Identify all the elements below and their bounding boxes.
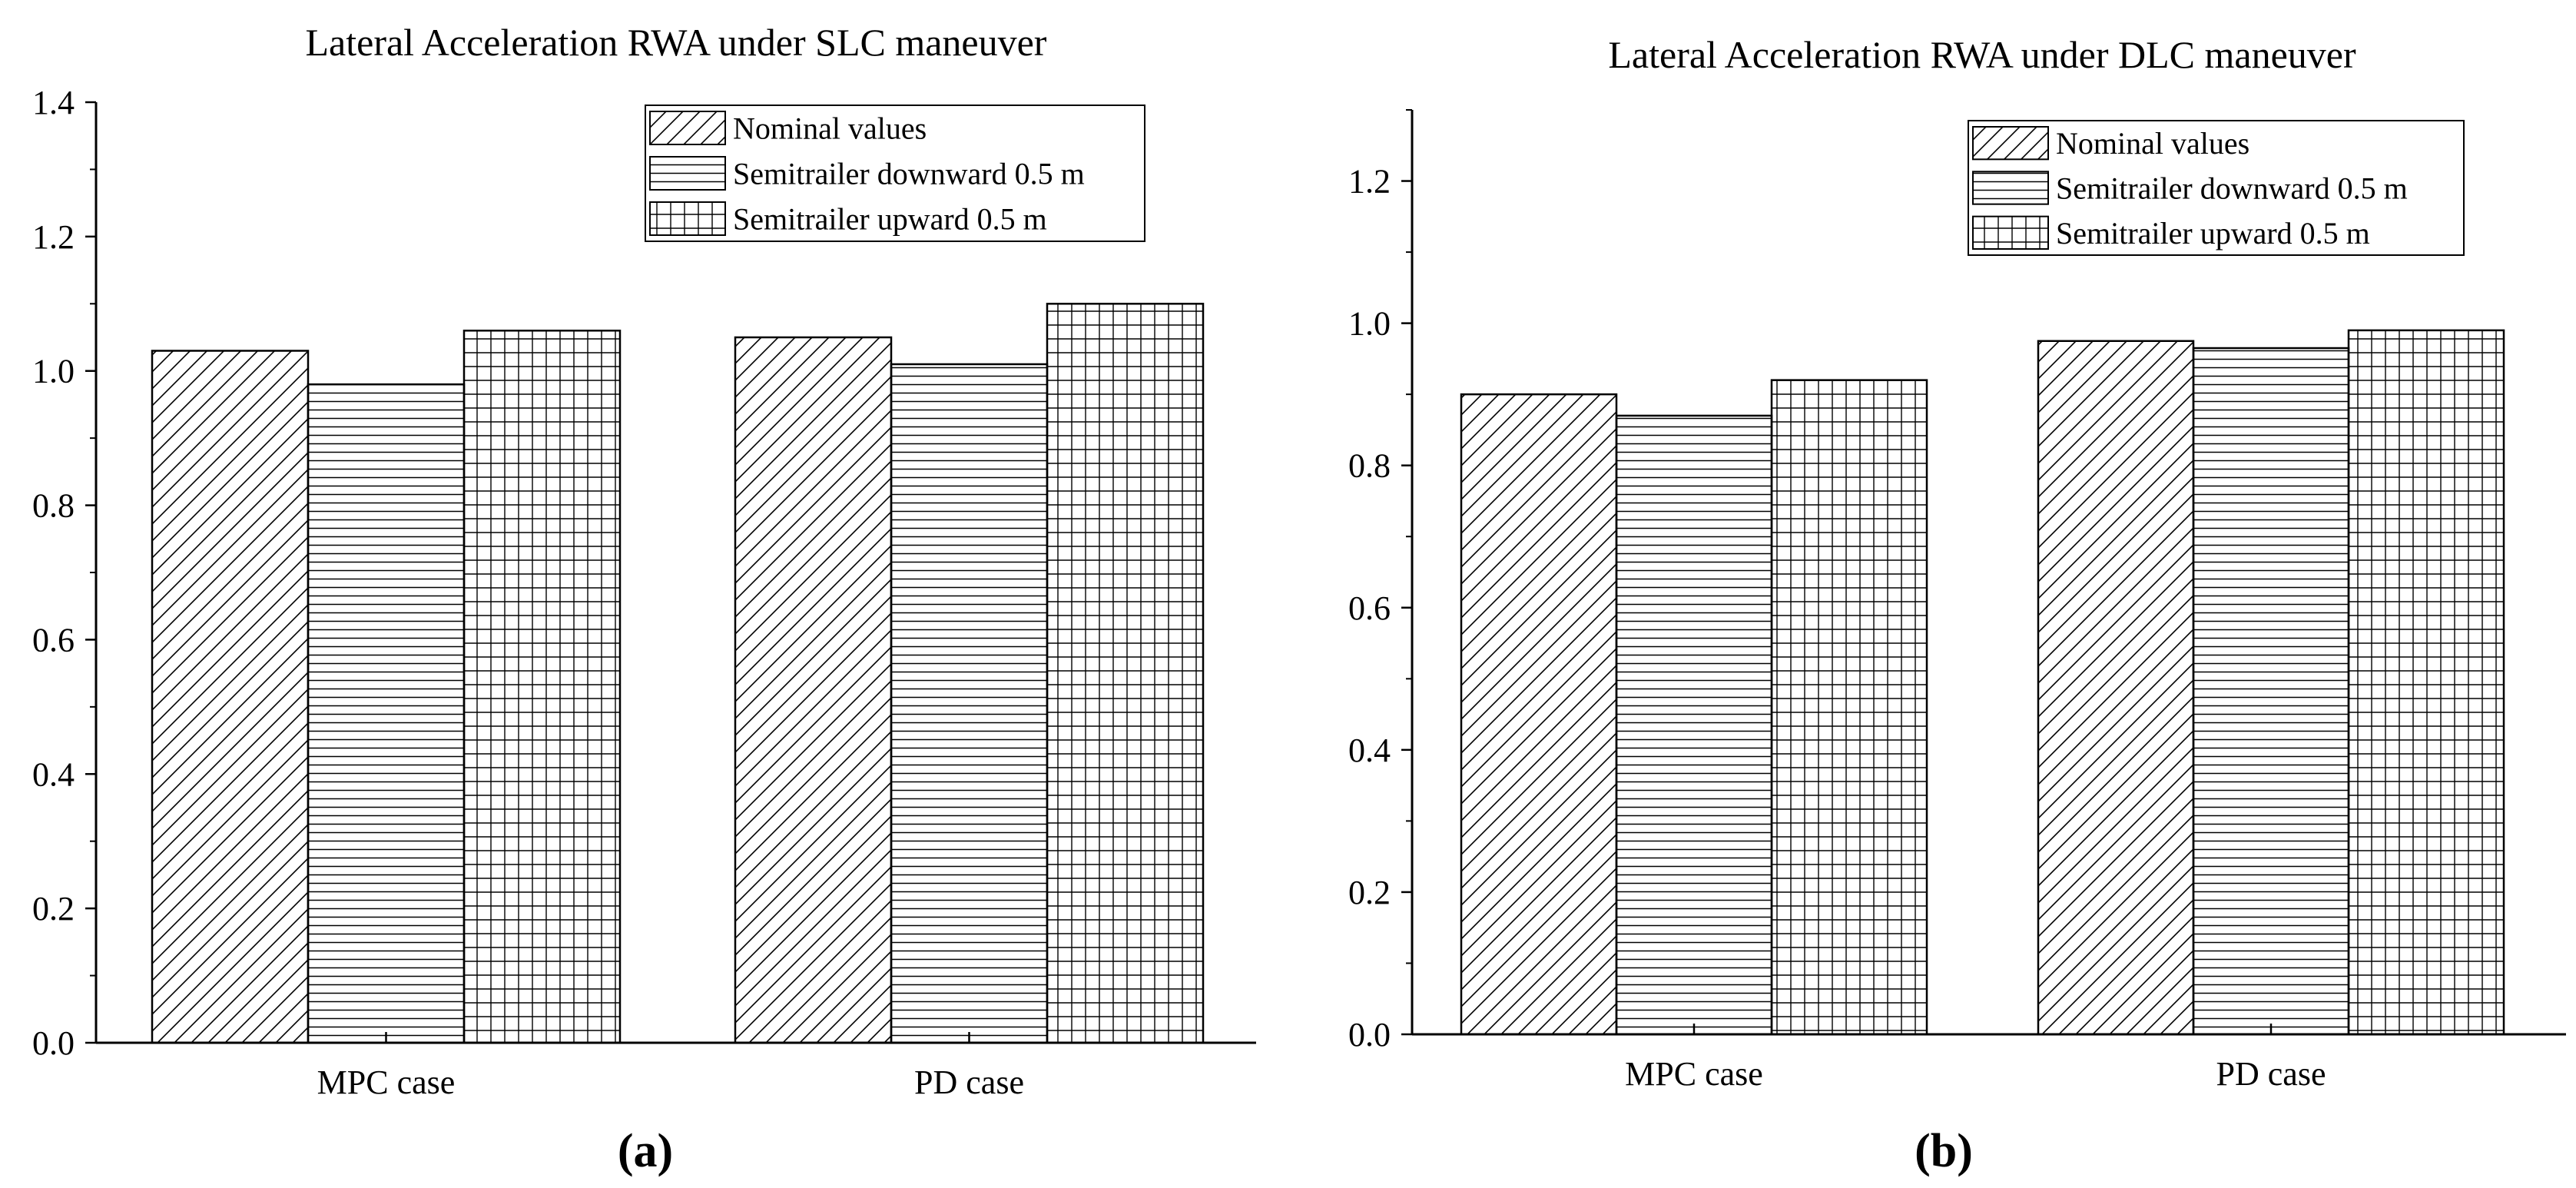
y-tick-label: 0.0 (32, 1024, 75, 1062)
chart-title: Lateral Acceleration RWA under SLC maneu… (306, 21, 1047, 64)
y-tick-label: 1.0 (32, 353, 75, 390)
y-tick-label: 1.2 (32, 218, 75, 256)
y-tick-label: 0.6 (1348, 589, 1391, 627)
y-tick-label: 0.4 (1348, 732, 1391, 769)
legend-label: Semitrailer downward 0.5 m (733, 157, 1085, 191)
y-tick-label: 0.8 (1348, 447, 1391, 485)
bar-diagonal-1 (2037, 340, 2195, 1036)
y-tick-label: 0.2 (32, 890, 75, 928)
legend: Nominal values Semitrailer downward 0.5 m… (645, 105, 1145, 242)
chart-title: Lateral Acceleration RWA under DLC maneu… (1608, 33, 2356, 76)
x-tick-label: PD case (2216, 1055, 2326, 1093)
bar-horizontal-0 (307, 383, 466, 1044)
legend: Nominal values Semitrailer downward 0.5 m… (1968, 120, 2465, 256)
legend-label: Nominal values (2056, 126, 2249, 161)
legend-box (645, 105, 1145, 242)
legend-label: Semitrailer upward 0.5 m (2056, 216, 2370, 251)
x-tick-label: MPC case (317, 1064, 456, 1101)
bar-horizontal-0 (1615, 414, 1773, 1036)
legend-swatch-grid (649, 201, 726, 236)
legend-swatch-horizontal (649, 156, 726, 191)
y-tick-label: 0.2 (1348, 874, 1391, 911)
legend-box (1968, 120, 2465, 256)
x-tick-label: PD case (914, 1064, 1024, 1101)
chart-panel-b: Lateral Acceleration RWA under DLC maneu… (1348, 33, 2566, 1177)
bar-diagonal-0 (1460, 393, 1618, 1036)
y-tick-label: 0.0 (1348, 1016, 1391, 1054)
chart-panel-a: Lateral Acceleration RWA under SLC maneu… (32, 21, 1256, 1177)
y-tick-label: 0.6 (32, 621, 75, 659)
bar-diagonal-0 (151, 350, 310, 1044)
bar-grid-0 (462, 330, 622, 1044)
legend-swatch-diagonal (649, 111, 726, 145)
legend-label: Semitrailer downward 0.5 m (2056, 171, 2408, 206)
panel-label: (b) (1915, 1125, 1973, 1177)
bar-diagonal-1 (734, 336, 893, 1044)
panel-label: (a) (618, 1125, 673, 1177)
legend-swatch-grid (1972, 215, 2049, 250)
bar-horizontal-1 (890, 363, 1049, 1044)
legend-swatch-diagonal (1972, 126, 2049, 161)
y-tick-label: 0.4 (32, 755, 75, 793)
y-tick-label: 0.8 (32, 487, 75, 525)
bar-grid-1 (2347, 329, 2505, 1036)
y-tick-label: 1.4 (32, 84, 75, 121)
x-tick-label: MPC case (1625, 1055, 1763, 1093)
bar-grid-1 (1046, 303, 1205, 1044)
bar-horizontal-1 (2192, 347, 2350, 1036)
bar-grid-0 (1770, 379, 1928, 1036)
legend-label: Semitrailer upward 0.5 m (733, 202, 1047, 237)
legend-label: Nominal values (733, 111, 927, 146)
legend-swatch-horizontal (1972, 171, 2049, 205)
y-tick-label: 1.0 (1348, 305, 1391, 343)
y-tick-label: 1.2 (1348, 163, 1391, 201)
